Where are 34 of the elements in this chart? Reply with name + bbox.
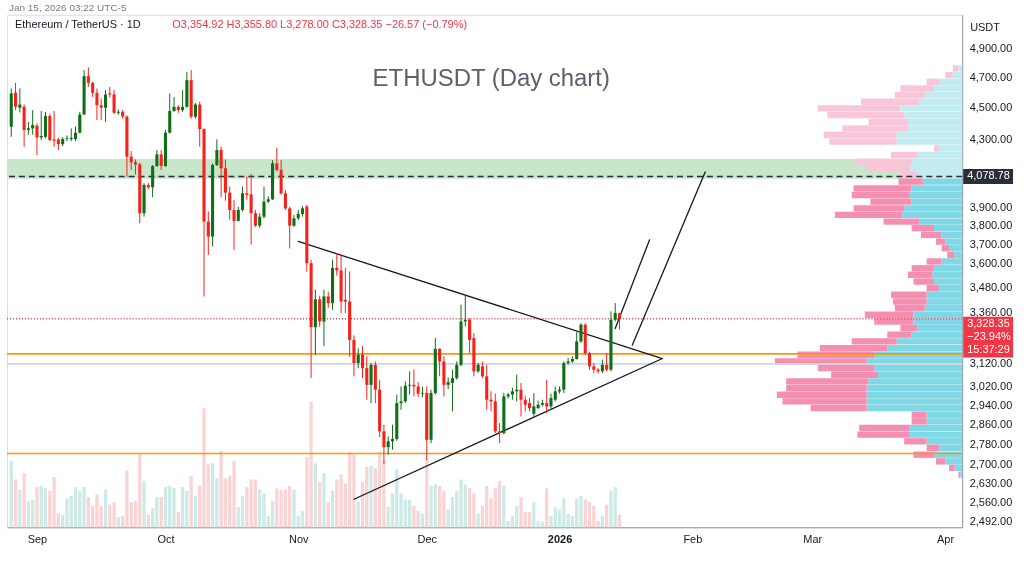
y-tick-label: 4,300.00 [969,133,1013,146]
y-tick-label: 4,900.00 [969,41,1013,54]
text: Jan 15, 2026 03:22 UTC-5 [8,1,127,13]
y-tick-label: 2,700.00 [969,458,1013,471]
y-tick-label: 2,560.00 [969,495,1013,508]
y-tick-label: 3,600.00 [969,257,1013,270]
annotation: Ethereum / TetherUS · 1D [14,17,141,30]
y-tick-label: 4,700.00 [969,70,1013,83]
y-tick-label: 3,120.00 [969,357,1013,370]
x-tick-label: Mar [803,532,823,545]
text: ETHUSDT (Day chart) [372,63,610,91]
x-tick-label: 2026 [547,532,573,545]
x-tick-label: Apr [937,532,955,545]
y-tick-label: 3,700.00 [969,238,1013,251]
x-tick-label: Nov [289,532,310,545]
y-axis-title: USDT [970,20,1001,33]
x-tick-label: Dec [417,532,438,545]
y-tick-label: 3,020.00 [969,380,1013,393]
y-tick-label: 3,480.00 [969,281,1013,293]
y-tick-label: 3,360.00 [969,305,1013,318]
y-tick-label: 2,630.00 [969,476,1013,489]
x-tick-label: Feb [683,532,703,545]
y-tick-label: 2,940.00 [969,398,1013,411]
x-tick-label: Sep [27,532,48,545]
y-tick-label: 2,780.00 [969,438,1013,451]
y-tick-label: 2,492.00 [969,514,1013,527]
ref-line-label: 4,078.78 [967,169,1010,182]
y-tick-label: 3,800.00 [969,219,1013,232]
y-tick-label: 3,900.00 [969,201,1013,214]
x-tick-label: Oct [157,532,175,545]
annotation: O3,354.92 H3,355.80 L3,278.00 C3,328.35 −26.57 (−0.79%) [172,17,468,30]
y-tick-label: 4,500.00 [969,101,1013,114]
ref-line-label: 3,328.35 −23.94% 15:37:29 [967,317,1011,356]
y-tick-label: 2,860.00 [969,418,1013,431]
